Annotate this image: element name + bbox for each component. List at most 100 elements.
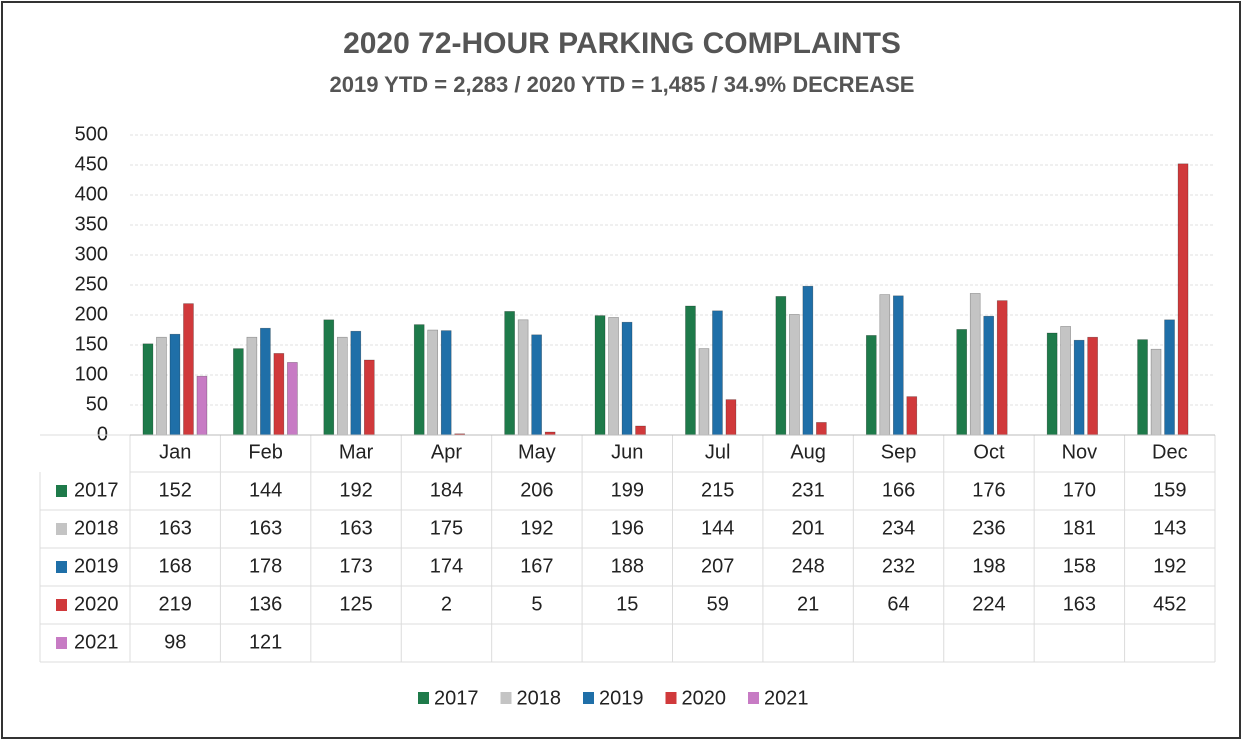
bar	[260, 327, 271, 436]
table-value: 201	[791, 517, 824, 539]
table-value: 174	[430, 555, 463, 577]
table-value: 219	[159, 593, 192, 615]
table-value: 196	[611, 517, 644, 539]
y-tick-label: 500	[75, 123, 108, 145]
table-value: 5	[531, 593, 542, 615]
bar	[685, 305, 696, 436]
bar	[1137, 339, 1148, 436]
table-value: 207	[701, 555, 734, 577]
legend-label: 2017	[434, 687, 479, 709]
bar	[233, 348, 244, 436]
bar	[427, 329, 439, 436]
table-value: 167	[520, 555, 553, 577]
bar	[246, 336, 258, 436]
bar	[608, 317, 619, 436]
table-value: 21	[797, 593, 819, 615]
bar	[273, 353, 285, 436]
bar	[363, 359, 375, 436]
table-value: 159	[1153, 479, 1186, 501]
bar	[1150, 348, 1162, 436]
bar	[517, 319, 529, 436]
bar	[413, 324, 425, 436]
table-value: 163	[249, 517, 282, 539]
table-value: 143	[1153, 517, 1186, 539]
bar	[1046, 332, 1058, 436]
y-tick-label: 350	[75, 213, 108, 235]
table-value: 170	[1063, 479, 1096, 501]
x-tick-label: Nov	[1062, 441, 1098, 463]
table-value: 236	[972, 517, 1005, 539]
x-tick-label: Apr	[431, 441, 462, 463]
x-tick-label: Sep	[881, 441, 917, 463]
x-tick-label: Jul	[705, 441, 731, 463]
table-row-label: 2019	[74, 555, 119, 577]
y-tick-label: 150	[75, 333, 108, 355]
table-value: 192	[520, 517, 553, 539]
legend-key	[500, 692, 512, 704]
bar	[1060, 326, 1071, 436]
table-value: 168	[159, 555, 192, 577]
table-value: 206	[520, 479, 553, 501]
bar	[956, 329, 968, 436]
legend-key	[418, 692, 429, 704]
table-value: 158	[1063, 555, 1096, 577]
x-tick-label: Oct	[973, 441, 1005, 463]
bar	[996, 300, 1008, 436]
bar	[802, 285, 814, 436]
table-row-label: 2018	[74, 517, 119, 539]
table-value: 136	[249, 593, 282, 615]
table-value: 98	[164, 631, 186, 653]
chart-title: 2020 72-HOUR PARKING COMPLAINTS	[343, 27, 901, 60]
bar	[336, 336, 348, 436]
y-tick-label: 450	[75, 153, 108, 175]
bar	[156, 336, 167, 436]
table-value: 144	[249, 479, 282, 501]
table-value: 232	[882, 555, 915, 577]
legend-label: 2018	[517, 687, 562, 709]
bar	[621, 321, 633, 436]
table-value: 175	[430, 517, 463, 539]
bar	[983, 315, 995, 436]
table-key	[56, 637, 67, 649]
x-tick-label: Feb	[248, 441, 282, 463]
table-value: 163	[159, 517, 192, 539]
x-tick-label: Jan	[159, 441, 191, 463]
bar	[635, 425, 646, 436]
x-tick-label: Mar	[339, 441, 374, 463]
bar	[892, 295, 904, 436]
table-value: 198	[972, 555, 1005, 577]
legend-label: 2019	[599, 687, 644, 709]
bar	[1073, 339, 1085, 436]
y-tick-label: 100	[75, 363, 108, 385]
table-value: 192	[1153, 555, 1186, 577]
bar	[1164, 319, 1175, 436]
bar	[725, 399, 737, 436]
x-tick-label: Aug	[790, 441, 826, 463]
x-tick-label: May	[518, 441, 556, 463]
table-value: 15	[616, 593, 638, 615]
bar	[789, 314, 800, 436]
table-value: 248	[791, 555, 824, 577]
table-value: 192	[339, 479, 372, 501]
table-value: 176	[972, 479, 1005, 501]
legend-key	[748, 692, 759, 704]
y-tick-label: 400	[75, 183, 108, 205]
y-tick-label: 200	[75, 303, 108, 325]
bar	[969, 293, 981, 436]
table-key	[56, 523, 67, 535]
table-value: 152	[159, 479, 192, 501]
table-value: 188	[611, 555, 644, 577]
bar	[1087, 336, 1098, 436]
bar	[169, 333, 181, 436]
table-value: 234	[882, 517, 915, 539]
legend-key	[583, 692, 594, 704]
bar	[775, 296, 787, 436]
bar	[906, 396, 918, 436]
table-row-label: 2020	[74, 593, 119, 615]
table-value: 59	[707, 593, 729, 615]
bar	[350, 330, 362, 436]
table-key	[56, 485, 67, 497]
bar	[142, 343, 154, 436]
legend-key	[665, 692, 677, 704]
